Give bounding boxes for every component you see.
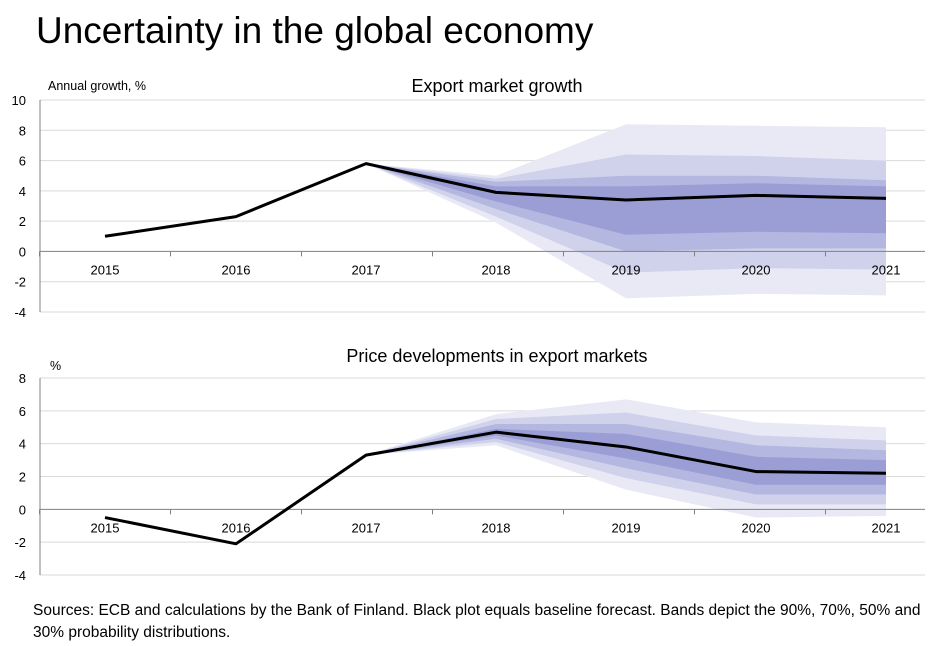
sources-note: Sources: ECB and calculations by the Ban…	[33, 602, 921, 641]
charts-canvas: 10 8 6 4 2 0 -2 -4 2015 2016 2017 2018 2019 2020 2021 E…	[12, 76, 925, 583]
page-title: Uncertainty in the global economy	[36, 10, 594, 51]
x-tick-label: 2020	[742, 262, 771, 277]
x-tick-label: 2016	[222, 520, 251, 535]
x-tick-label: 2021	[872, 262, 901, 277]
x-tick-label: 2020	[742, 520, 771, 535]
x-tick-label: 2017	[352, 520, 381, 535]
x-tick-label: 2015	[91, 520, 120, 535]
y-tick-label: 4	[19, 184, 26, 199]
y-tick-label: 0	[19, 244, 26, 259]
y-tick-label: 2	[19, 214, 26, 229]
y-tick-label: 4	[19, 437, 26, 452]
y-axis-label: %	[50, 359, 61, 373]
x-tick-label: 2015	[91, 262, 120, 277]
x-tick-label: 2019	[612, 520, 641, 535]
chart-title: Price developments in export markets	[346, 346, 647, 366]
baseline-forecast-line	[104, 162, 887, 238]
x-tick-label: 2018	[482, 520, 511, 535]
y-axis-label: Annual growth, %	[48, 79, 146, 93]
y-tick-label: 6	[19, 404, 26, 419]
y-tick-label: -4	[14, 305, 26, 320]
y-tick-label: -2	[14, 275, 26, 290]
price-developments-chart: 8 6 4 2 0 -2 -4 2015 2016 2017 2018 2019 2020 2021 Pri…	[14, 346, 925, 583]
y-tick-label: 0	[19, 502, 26, 517]
y-tick-label: 8	[19, 123, 26, 138]
y-tick-label: 6	[19, 154, 26, 169]
y-tick-label: 2	[19, 470, 26, 485]
x-tick-label: 2021	[872, 520, 901, 535]
chart-title: Export market growth	[411, 76, 582, 96]
x-tick-label: 2017	[352, 262, 381, 277]
y-tick-label: -4	[14, 568, 26, 583]
x-tick-label: 2018	[482, 262, 511, 277]
y-tick-label: -2	[14, 535, 26, 550]
x-tick-label: 2019	[612, 262, 641, 277]
y-tick-label: 8	[19, 371, 26, 386]
baseline-forecast-line	[104, 430, 887, 546]
y-tick-label: 10	[12, 93, 26, 108]
x-tick-label: 2016	[222, 262, 251, 277]
export-market-growth-chart: 10 8 6 4 2 0 -2 -4 2015 2016 2017 2018 2019 2020 2021 E…	[12, 76, 925, 320]
